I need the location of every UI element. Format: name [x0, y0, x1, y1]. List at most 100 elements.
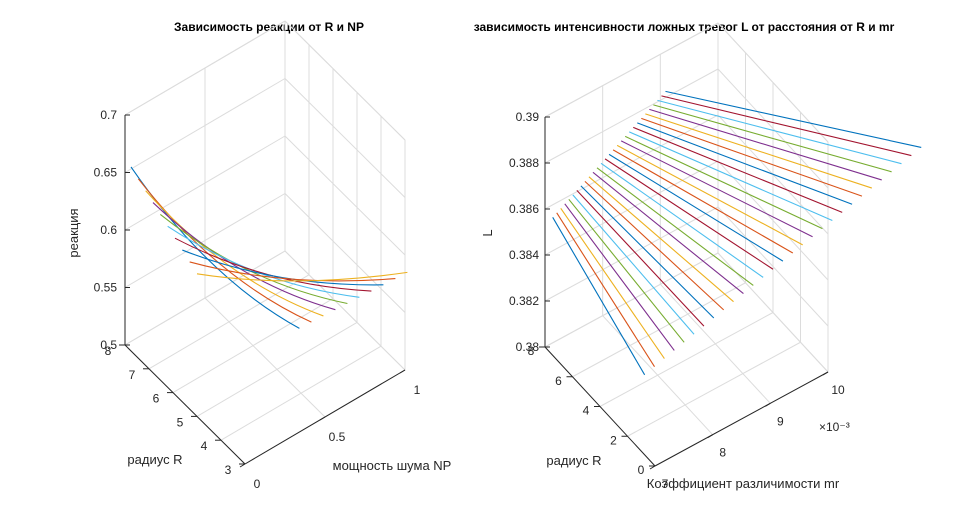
left-grid-z-wall-b	[284, 250, 406, 371]
right-x-tick-label: 9	[777, 414, 784, 428]
left-grid-z-wall-b	[284, 193, 406, 313]
left-y-tick-label: 7	[129, 368, 136, 382]
right-grid-z-wall-a	[544, 68, 719, 164]
right-grid-z-wall-b	[717, 160, 829, 281]
right-x-tick-label: 8	[719, 446, 726, 460]
right-series-line	[584, 180, 725, 311]
left-series-line	[182, 249, 384, 286]
left-grid-y-floor	[172, 298, 334, 394]
right-z-tick-label: 0.382	[509, 294, 539, 308]
right-plot-grid	[544, 22, 829, 467]
right-x-tick-label: 7	[662, 477, 669, 491]
left-grid-z-wall-b	[284, 78, 406, 198]
left-series-line	[130, 166, 300, 329]
right-series-line	[580, 185, 715, 319]
right-series-line	[645, 113, 873, 189]
right-plot-series	[552, 90, 922, 376]
left-grid-z-wall-b	[284, 135, 406, 256]
left-plot-zlabel: реакция	[66, 208, 81, 257]
right-series-line	[628, 131, 833, 222]
right-grid-y-floor	[627, 341, 801, 437]
right-series-line	[564, 203, 675, 351]
right-y-tick-label: 0	[638, 463, 645, 477]
right-series-line	[576, 189, 705, 327]
left-3d-plot: Зависимость реакции от R и NP 0 0.5 1 3 4 5 6 7…	[66, 20, 451, 491]
left-grid-y-floor	[196, 321, 358, 417]
right-series-line	[600, 162, 764, 278]
left-grid-x-floor	[204, 297, 326, 418]
right-z-tick-label: 0.38	[516, 340, 540, 354]
right-x-tick	[707, 434, 713, 439]
left-x-tick-label: 1	[414, 383, 421, 397]
right-x-tick-label: 10	[831, 383, 845, 397]
right-series-line	[596, 167, 754, 286]
left-y-tick-label: 5	[177, 415, 184, 429]
right-x-axis	[654, 371, 829, 467]
right-y-tick-label: 6	[555, 374, 562, 388]
right-z-tick-label: 0.386	[509, 202, 539, 216]
left-grid-y-floor	[148, 274, 310, 370]
left-y-tick-label: 3	[225, 463, 232, 477]
right-y-tick-label: 2	[610, 433, 617, 447]
left-x-tick-label: 0.5	[329, 430, 346, 444]
right-series-line	[608, 153, 784, 262]
right-series-line	[560, 208, 665, 359]
right-series-line	[612, 149, 794, 254]
left-z-tick-label: 0.65	[94, 166, 118, 180]
right-series-line	[620, 140, 813, 238]
right-series-line	[653, 104, 892, 173]
right-plot-zlabel: L	[480, 229, 495, 236]
right-plot-xlabel: Коэффициент различимости mr	[647, 476, 840, 491]
right-wall-top-b	[717, 22, 829, 143]
right-grid-z-wall-a	[544, 160, 719, 256]
left-plot-grid	[124, 20, 406, 465]
right-3d-plot: зависимость интенсивности ложных тревог …	[474, 20, 922, 491]
left-y-tick-label: 4	[201, 439, 208, 453]
left-grid-y-floor	[220, 345, 382, 441]
right-grid-z-wall-a	[544, 114, 719, 210]
right-y-tick-label: 8	[528, 344, 535, 358]
left-series-line	[137, 178, 312, 323]
right-series-line	[661, 95, 912, 157]
right-series-line	[568, 198, 685, 343]
left-plot-axes	[119, 114, 406, 468]
right-z-tick-label: 0.388	[509, 156, 539, 170]
right-z-tick-label: 0.39	[516, 110, 540, 124]
left-plot-title: Зависимость реакции от R и NP	[174, 20, 364, 34]
right-series-line	[572, 194, 695, 335]
right-x-tick	[765, 402, 771, 407]
right-series-line	[633, 126, 843, 213]
left-z-tick-label: 0.6	[100, 223, 117, 237]
left-plot-ylabel: радиус R	[127, 452, 182, 467]
left-z-tick-label: 0.7	[100, 108, 117, 122]
right-y-tick-label: 4	[583, 404, 590, 418]
right-series-line	[657, 99, 902, 165]
left-plot-xlabel: мощность шума NP	[333, 458, 452, 473]
right-plot-axes	[539, 116, 829, 470]
left-x-tick	[319, 416, 326, 421]
left-wall-top-a	[124, 20, 286, 116]
right-series-line	[556, 212, 655, 367]
right-grid-z-wall-b	[717, 206, 829, 327]
left-y-tick-label: 8	[105, 344, 112, 358]
left-grid-z-wall-a	[124, 250, 286, 346]
left-y-axis	[124, 344, 246, 465]
right-series-line	[552, 217, 646, 376]
right-series-line	[665, 90, 922, 148]
left-z-tick-label: 0.5	[100, 338, 117, 352]
right-series-line	[604, 158, 774, 270]
right-grid-z-wall-a	[544, 206, 719, 302]
right-series-line	[649, 108, 882, 181]
right-grid-z-wall-a	[544, 252, 719, 348]
right-series-line	[641, 117, 863, 197]
left-x-tick-label: 0	[254, 477, 261, 491]
left-grid-z-wall-a	[124, 135, 286, 231]
right-plot-x-exponent: ×10⁻³	[819, 420, 850, 434]
left-series-line	[196, 271, 408, 282]
right-x-tick	[822, 371, 829, 376]
left-z-tick-label: 0.55	[94, 281, 118, 295]
left-x-tick	[399, 369, 406, 374]
